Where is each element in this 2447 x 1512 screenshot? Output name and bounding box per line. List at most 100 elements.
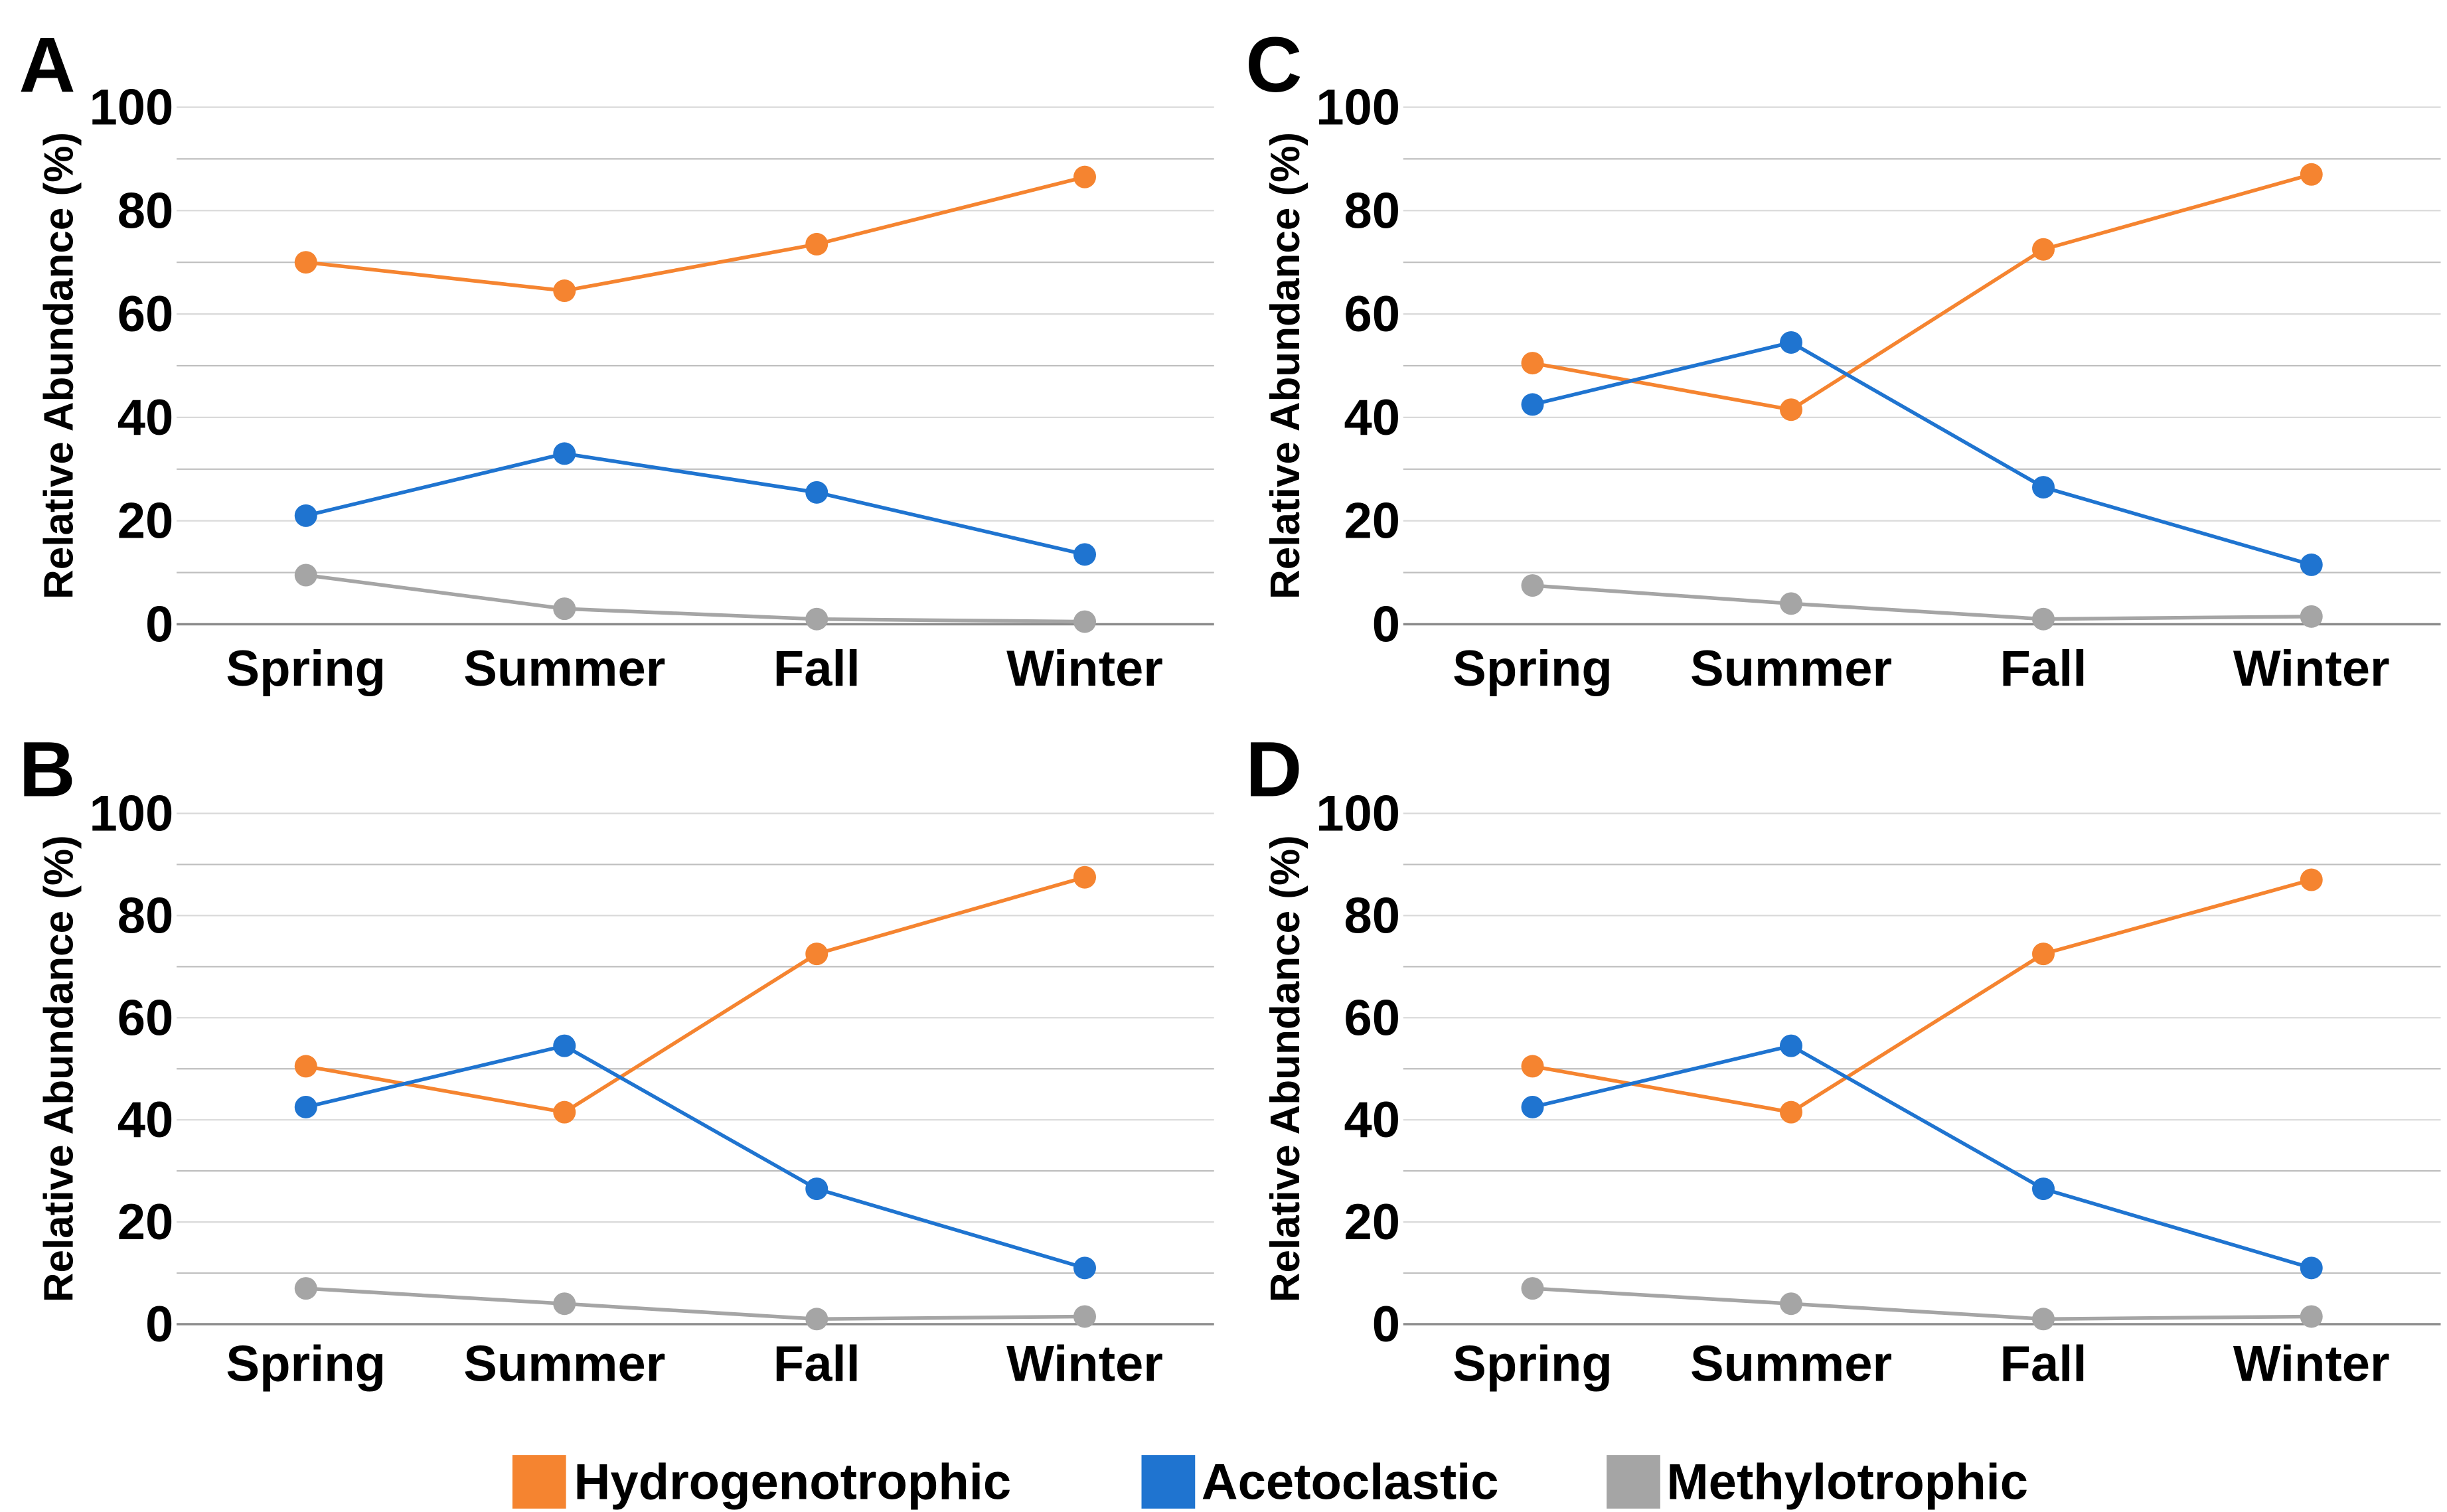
y-tick-label: 80 bbox=[118, 183, 174, 239]
series-line-hydrogenotrophic bbox=[1532, 173, 2312, 412]
x-tick-label: Spring bbox=[226, 641, 386, 697]
data-point-methylotrophic bbox=[1521, 1277, 1544, 1300]
series-line-methylotrophic bbox=[1532, 583, 2312, 621]
series-line-hydrogenotrophic bbox=[1532, 877, 2312, 1114]
legend-swatch-hydrogenotrophic bbox=[512, 1455, 566, 1509]
data-point-hydrogenotrophic bbox=[2032, 943, 2055, 966]
x-tick-label: Summer bbox=[463, 1336, 665, 1393]
data-point-hydrogenotrophic bbox=[294, 1055, 317, 1078]
data-point-hydrogenotrophic bbox=[2032, 238, 2055, 261]
data-point-acetoclastic bbox=[2300, 553, 2323, 576]
y-tick-label: 100 bbox=[89, 80, 173, 136]
data-point-acetoclastic bbox=[553, 442, 576, 465]
x-tick-label: Winter bbox=[2233, 1336, 2390, 1393]
y-axis-label: Relative Abundance (%) bbox=[36, 835, 82, 1302]
data-point-methylotrophic bbox=[553, 597, 576, 621]
y-tick-label: 80 bbox=[118, 887, 174, 944]
y-tick-label: 0 bbox=[145, 1296, 173, 1353]
legend-label-methylotrophic: Methylotrophic bbox=[1666, 1454, 2028, 1511]
series-line-acetoclastic bbox=[305, 1043, 1085, 1270]
y-tick-label: 80 bbox=[1344, 183, 1400, 239]
x-tick-label: Winter bbox=[1006, 1336, 1163, 1393]
x-tick-label: Spring bbox=[226, 1336, 386, 1393]
data-point-methylotrophic bbox=[2032, 607, 2055, 631]
y-tick-label: 20 bbox=[1344, 1194, 1400, 1250]
panel-letter: D bbox=[1245, 725, 1302, 813]
y-tick-label: 60 bbox=[118, 990, 174, 1046]
data-point-hydrogenotrophic bbox=[1073, 165, 1096, 189]
legend-swatch-methylotrophic bbox=[1607, 1455, 1660, 1509]
legend: Hydrogenotrophic Acetoclastic Methylotroph… bbox=[512, 1454, 2028, 1511]
data-point-methylotrophic bbox=[2032, 1308, 2055, 1331]
y-tick-label: 40 bbox=[118, 1092, 174, 1148]
series-line-methylotrophic bbox=[305, 1286, 1085, 1322]
data-point-methylotrophic bbox=[1780, 1292, 1802, 1316]
series-line-hydrogenotrophic bbox=[305, 175, 1085, 293]
data-point-hydrogenotrophic bbox=[1521, 1055, 1544, 1078]
data-point-methylotrophic bbox=[1521, 574, 1544, 597]
data-point-acetoclastic bbox=[294, 1095, 317, 1118]
data-point-acetoclastic bbox=[2032, 1177, 2055, 1201]
y-axis-label: Relative Abundance (%) bbox=[1263, 132, 1308, 599]
data-point-acetoclastic bbox=[553, 1034, 576, 1057]
legend-swatch-acetoclastic bbox=[1141, 1455, 1196, 1509]
y-tick-label: 100 bbox=[89, 786, 173, 842]
data-point-acetoclastic bbox=[805, 1177, 829, 1201]
data-point-hydrogenotrophic bbox=[1521, 352, 1544, 375]
data-point-methylotrophic bbox=[553, 1292, 576, 1316]
data-point-hydrogenotrophic bbox=[1780, 1100, 1802, 1124]
data-point-acetoclastic bbox=[294, 504, 317, 527]
data-point-hydrogenotrophic bbox=[805, 943, 829, 966]
y-tick-label: 0 bbox=[1372, 597, 1400, 653]
data-point-methylotrophic bbox=[1073, 610, 1096, 633]
y-tick-label: 40 bbox=[1344, 1092, 1400, 1148]
y-tick-label: 100 bbox=[1316, 786, 1400, 842]
legend-label-acetoclastic: Acetoclastic bbox=[1202, 1454, 1499, 1511]
series-line-methylotrophic bbox=[1532, 1286, 2312, 1322]
y-tick-label: 60 bbox=[1344, 286, 1400, 342]
series-line-acetoclastic bbox=[1532, 1043, 2312, 1270]
y-axis-label: Relative Abundance (%) bbox=[1263, 835, 1308, 1302]
y-tick-label: 40 bbox=[1344, 390, 1400, 446]
x-tick-label: Winter bbox=[2233, 641, 2390, 697]
data-point-methylotrophic bbox=[1073, 1305, 1096, 1328]
data-point-acetoclastic bbox=[1073, 1256, 1096, 1280]
legend-label-hydrogenotrophic: Hydrogenotrophic bbox=[574, 1454, 1012, 1511]
data-point-methylotrophic bbox=[294, 1277, 317, 1300]
data-point-methylotrophic bbox=[2300, 605, 2323, 628]
y-tick-label: 60 bbox=[1344, 990, 1400, 1046]
x-tick-label: Summer bbox=[463, 641, 665, 697]
panel-letter: B bbox=[19, 725, 76, 813]
series-line-hydrogenotrophic bbox=[305, 875, 1085, 1114]
data-point-hydrogenotrophic bbox=[1780, 398, 1802, 421]
data-point-methylotrophic bbox=[294, 564, 317, 587]
y-tick-label: 100 bbox=[1316, 80, 1400, 136]
x-tick-label: Spring bbox=[1453, 641, 1613, 697]
data-point-methylotrophic bbox=[2300, 1305, 2323, 1328]
y-tick-label: 20 bbox=[1344, 493, 1400, 550]
x-tick-label: Fall bbox=[773, 641, 860, 697]
panel-letter: A bbox=[19, 21, 76, 109]
data-point-acetoclastic bbox=[1521, 393, 1544, 416]
y-tick-label: 40 bbox=[118, 390, 174, 446]
data-point-hydrogenotrophic bbox=[1073, 866, 1096, 889]
data-point-methylotrophic bbox=[805, 1308, 829, 1331]
x-tick-label: Summer bbox=[1690, 641, 1892, 697]
x-tick-label: Spring bbox=[1453, 1336, 1613, 1393]
x-tick-label: Summer bbox=[1690, 1336, 1892, 1393]
x-tick-label: Fall bbox=[773, 1336, 860, 1393]
y-tick-label: 0 bbox=[1372, 1296, 1400, 1353]
data-point-hydrogenotrophic bbox=[553, 279, 576, 303]
data-point-acetoclastic bbox=[805, 481, 829, 504]
data-point-hydrogenotrophic bbox=[2300, 868, 2323, 891]
y-axis-label: Relative Abundance (%) bbox=[36, 132, 82, 599]
panel-letter: C bbox=[1245, 21, 1302, 109]
data-point-hydrogenotrophic bbox=[2300, 163, 2323, 186]
series-line-methylotrophic bbox=[305, 573, 1085, 624]
y-tick-label: 0 bbox=[145, 597, 173, 653]
